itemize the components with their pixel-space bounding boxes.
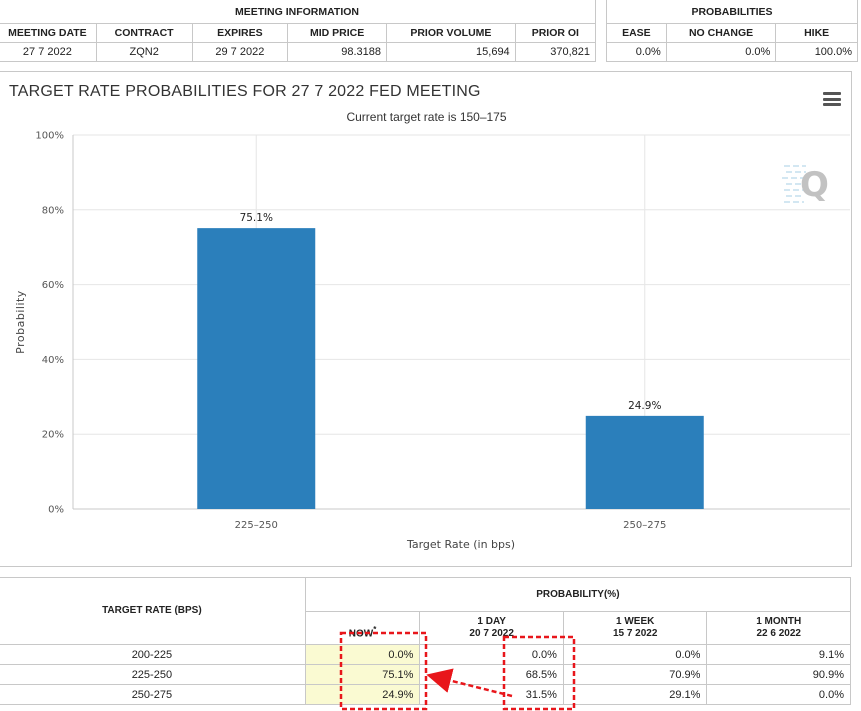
x-axis-label: Target Rate (in bps) [406,538,515,551]
y-tick-label: 20% [42,430,64,441]
meeting-information-table: MEETING INFORMATION MEETING DATE CONTRAC… [0,0,597,62]
1-month-cell: 90.9% [706,664,851,685]
chart-title: TARGET RATE PROBABILITIES FOR 27 7 2022 … [9,83,481,100]
header-1-day-date: 20 7 2022 [469,628,514,639]
header-1-week: 1 WEEK 15 7 2022 [562,611,708,645]
bar-data-label: 75.1% [240,212,273,224]
now-cell: 0.0% [304,644,421,665]
probabilities-group-header: PROBABILITIES [606,0,858,24]
header-1-month: 1 MONTH 22 6 2022 [706,611,851,645]
table-row: 200-225 0.0% 0.0% 0.0% 9.1% [0,644,851,665]
y-axis-label: Probability [14,290,27,354]
mid-price-value: 98.3188 [287,42,388,62]
1-week-cell: 70.9% [562,664,708,685]
1-day-cell: 68.5% [419,664,564,685]
header-no-change: NO CHANGE [665,23,777,43]
no-change-value: 0.0% [665,42,777,62]
header-mid-price: MID PRICE [287,23,388,43]
header-now-label: NOW [348,628,374,639]
y-tick-label: 60% [42,280,64,291]
1-month-cell: 9.1% [706,644,851,665]
hike-value: 100.0% [775,42,858,62]
header-ease: EASE [606,23,667,43]
probabilities-table: PROBABILITIES EASE NO CHANGE HIKE 0.0% 0… [606,0,858,62]
table-row: 250-275 24.9% 31.5% 29.1% 0.0% [0,684,851,705]
header-now-marker: * [373,624,377,634]
now-cell: 75.1% [304,664,421,685]
y-tick-label: 40% [42,355,64,366]
header-1-week-label: 1 WEEK [616,616,655,627]
header-prior-volume: PRIOR VOLUME [386,23,516,43]
header-1-day-label: 1 DAY [477,616,506,627]
1-week-cell: 0.0% [562,644,708,665]
meeting-info-group-header: MEETING INFORMATION [0,0,596,24]
rate-cell: 250-275 [0,684,306,705]
header-expires: EXPIRES [191,23,289,43]
1-day-cell: 0.0% [419,644,564,665]
y-tick-label: 100% [35,131,64,142]
expires-value: 29 7 2022 [191,42,289,62]
bar-data-label: 24.9% [628,400,661,412]
bar-225–250 [197,228,316,509]
header-contract: CONTRACT [95,23,193,43]
ease-value: 0.0% [606,42,667,62]
header-1-week-date: 15 7 2022 [612,628,658,639]
rate-cell: 200-225 [0,644,306,665]
target-rate-table: TARGET RATE (BPS) PROBABILITY(%) NOW* 1 … [0,577,852,705]
header-prior-oi: PRIOR OI [514,23,597,43]
bar-250–275 [585,415,704,509]
meeting-date-value: 27 7 2022 [0,42,97,62]
x-tick-label: 225–250 [235,520,278,531]
bar-chart: Q 0% 20% 40% 60% 80% 100% 75.1% 225–250 24.9% 250… [14,131,850,551]
header-1-month-label: 1 MONTH [756,616,802,627]
now-cell: 24.9% [304,684,421,705]
chart-panel: Q 0% 20% 40% 60% 80% 100% 75.1% 225–250 24.9% 250… [0,71,852,567]
table-row: 225-250 75.1% 68.5% 70.9% 90.9% [0,664,851,685]
header-hike: HIKE [775,23,858,43]
1-week-cell: 29.1% [562,684,708,705]
rate-cell: 225-250 [0,664,306,685]
y-tick-label: 80% [42,205,64,216]
prior-volume-value: 15,694 [386,42,516,62]
1-day-cell: 31.5% [419,684,564,705]
chart-subtitle: Current target rate is 150–175 [346,110,507,124]
1-month-cell: 0.0% [706,684,851,705]
header-1-month-date: 22 6 2022 [756,628,801,639]
y-tick-label: 0% [48,505,64,516]
x-tick-label: 250–275 [623,520,666,531]
header-1-day: 1 DAY 20 7 2022 [419,611,564,645]
probability-group-header: PROBABILITY(%) [304,577,852,612]
prior-oi-value: 370,821 [514,42,597,62]
cme-q-logo-icon: Q [782,165,829,205]
header-target-rate: TARGET RATE (BPS) [0,577,306,645]
header-meeting-date: MEETING DATE [0,23,97,43]
hamburger-menu-icon[interactable] [823,92,841,106]
header-now: NOW* [304,611,421,645]
svg-text:Q: Q [800,165,829,205]
contract-value: ZQN2 [95,42,193,62]
